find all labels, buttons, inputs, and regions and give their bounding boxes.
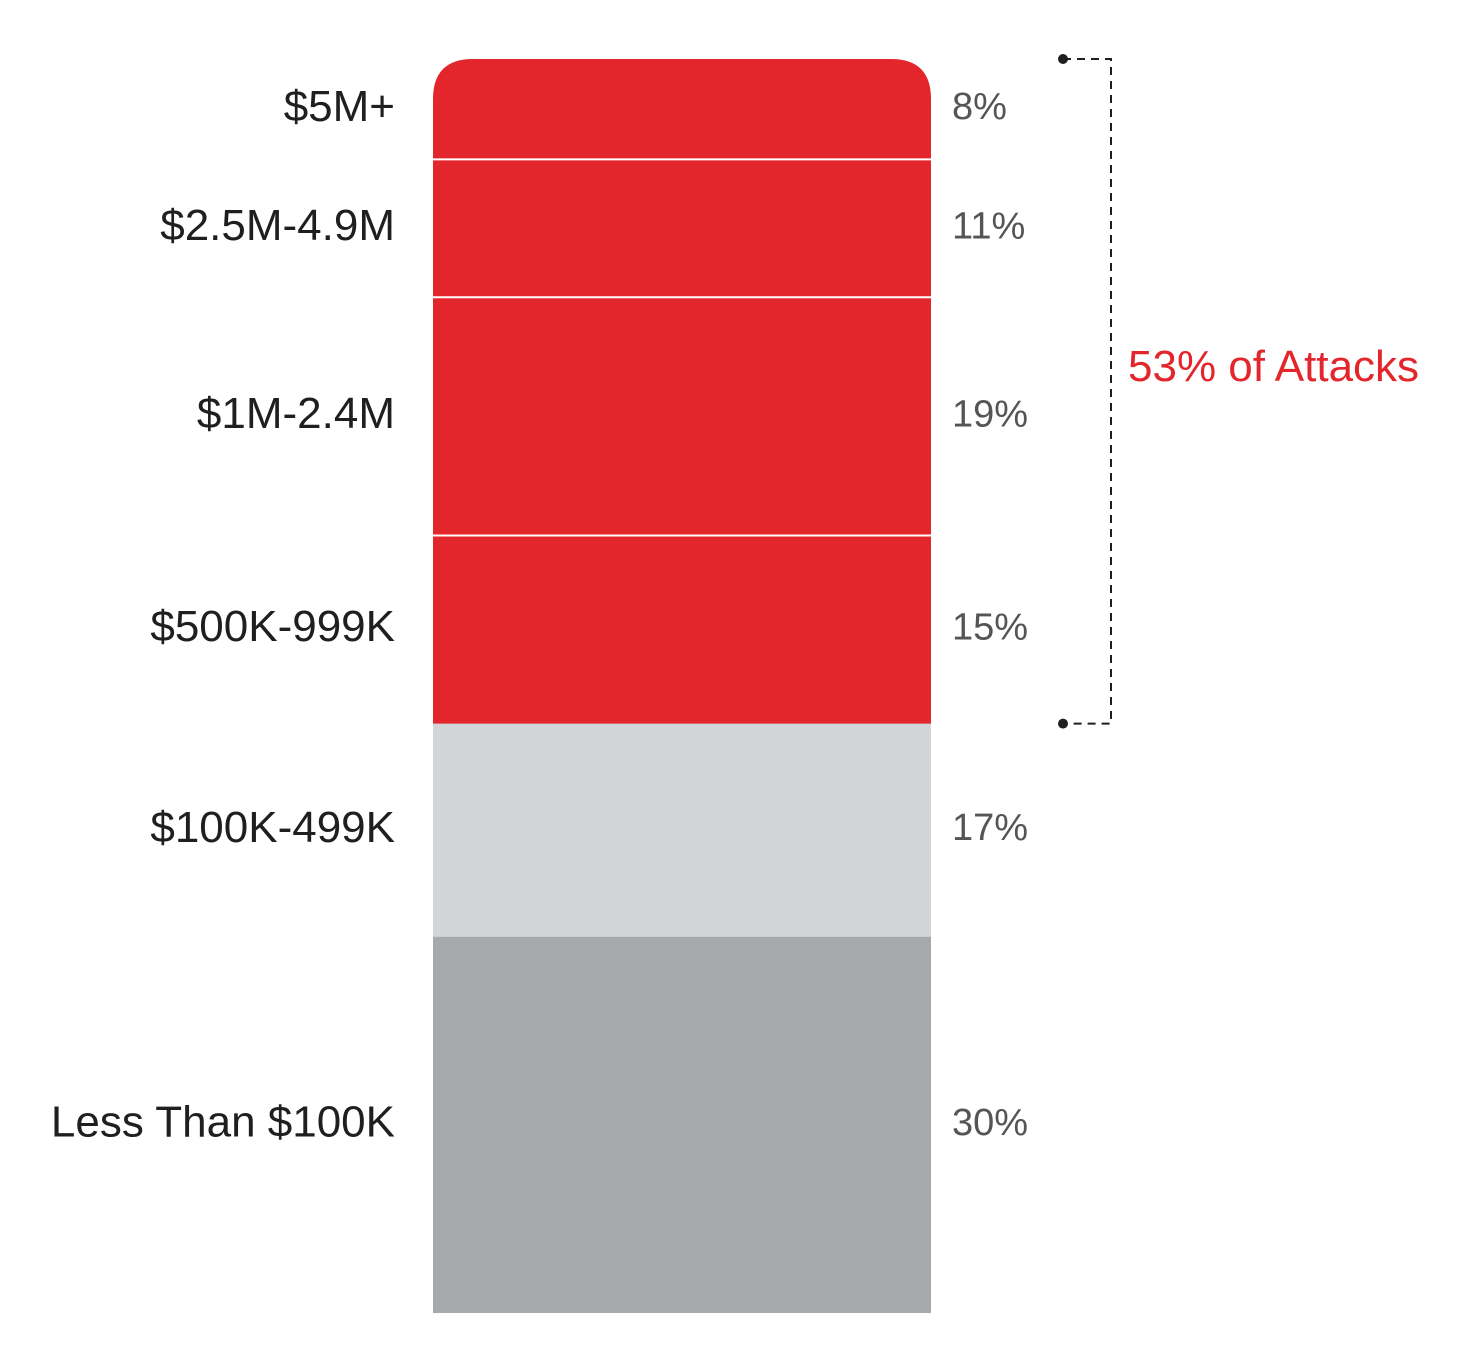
category-label-2-5m-4-9m: $2.5M-4.9M: [160, 201, 395, 250]
category-label-100k-499k: $100K-499K: [150, 803, 395, 852]
value-label-1m-2-4m: 19%: [952, 393, 1028, 435]
value-label-500k-999k: 15%: [952, 607, 1028, 649]
value-label-100k-499k: 17%: [952, 807, 1028, 849]
category-label-1m-2-4m: $1M-2.4M: [197, 389, 395, 438]
bracket-end-dot-bottom: [1058, 718, 1068, 729]
bar-segment-less-than-100k: [433, 936, 931, 1313]
value-label-less-than-100k: 30%: [952, 1102, 1028, 1144]
attacks-bracket: 53% of Attacks: [1058, 54, 1419, 729]
segment-dividers: [433, 158, 931, 537]
bracket-line: [1063, 58, 1112, 725]
category-label-5m: $5M+: [284, 82, 395, 131]
bar-segment-500k-999k: [433, 535, 931, 725]
bar-segment-1m-2-4m: [433, 297, 931, 537]
bar-segment-5m: [433, 59, 931, 160]
bracket-end-dot-top: [1058, 54, 1068, 64]
value-label-2-5m-4-9m: 11%: [952, 205, 1025, 247]
category-labels: $5M+ $2.5M-4.9M $1M-2.4M $500K-999K $100K-49…: [51, 82, 395, 1147]
value-labels: 8% 11% 19% 15% 17% 30%: [952, 86, 1028, 1144]
value-label-5m: 8%: [952, 86, 1007, 128]
bracket-label: 53% of Attacks: [1128, 342, 1419, 391]
bar-segment-100k-499k: [433, 723, 931, 938]
category-label-less-than-100k: Less Than $100K: [51, 1098, 395, 1147]
bar-segments: [433, 59, 931, 1313]
bar-segment-2-5m-4-9m: [433, 159, 931, 298]
category-label-500k-999k: $500K-999K: [150, 602, 395, 651]
